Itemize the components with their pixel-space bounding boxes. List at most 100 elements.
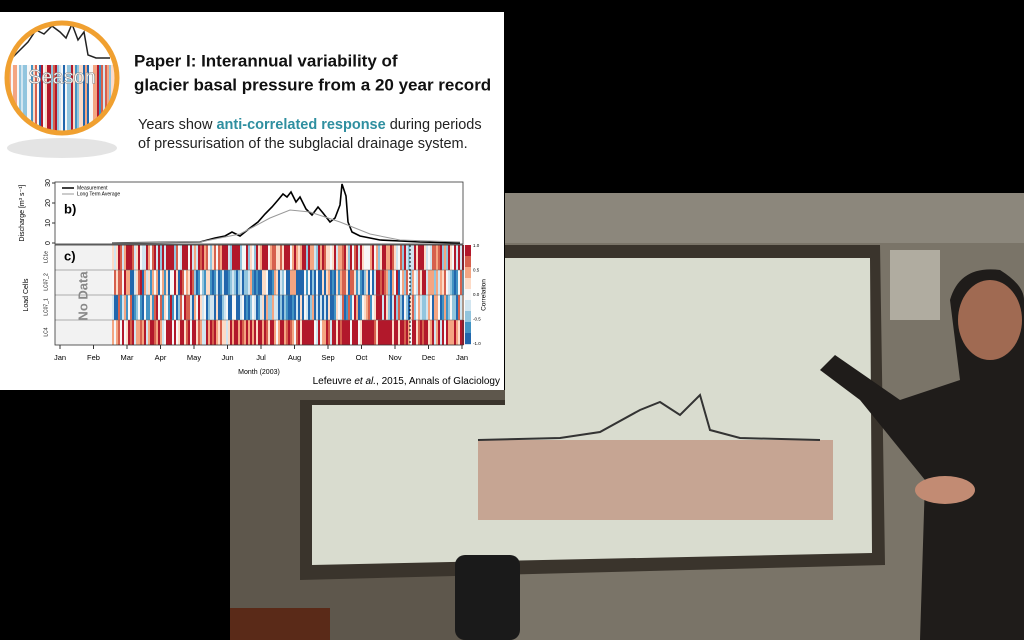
heatmap-cell [400, 245, 403, 270]
heatmap-cell [434, 295, 437, 320]
heatmap-cell [258, 270, 261, 295]
heatmap-cell [264, 320, 267, 345]
heatmap-cell [452, 320, 455, 345]
heatmap-cell [126, 245, 129, 270]
heatmap-cell [432, 295, 435, 320]
heatmap-cell [314, 245, 317, 270]
heatmap-cell [376, 270, 379, 295]
heatmap-cell [198, 270, 201, 295]
heatmap-cell [310, 245, 313, 270]
heatmap-cell [436, 270, 439, 295]
heatmap-cell [372, 245, 375, 270]
heatmap-cell [266, 295, 269, 320]
heatmap-cell [290, 245, 293, 270]
heatmap-cell [368, 270, 371, 295]
heatmap-cell [458, 245, 461, 270]
badge-stripe [15, 25, 18, 131]
heatmap-cell [204, 320, 207, 345]
heatmap-cell [384, 270, 387, 295]
heatmap-cell [218, 320, 221, 345]
heatmap-cell [174, 320, 177, 345]
heatmap-cell [166, 320, 169, 345]
badge-stripe [63, 25, 66, 131]
heatmap-cell [228, 245, 231, 270]
heatmap-cell [242, 320, 245, 345]
heatmap-cell [214, 320, 217, 345]
legend-label: Measurement [77, 185, 108, 191]
heatmap-cell [124, 320, 127, 345]
panel-label: c) [64, 248, 76, 263]
heatmap-cell [366, 295, 369, 320]
heatmap-cell [296, 270, 299, 295]
heatmap-cell [432, 245, 435, 270]
heatmap-cell [252, 295, 255, 320]
heatmap-cell [278, 245, 281, 270]
heatmap-cell [160, 320, 163, 345]
heatmap-cell [304, 245, 307, 270]
heatmap-cell [292, 270, 295, 295]
heatmap-cell [214, 295, 217, 320]
heatmap-cell [384, 320, 387, 345]
measurement-line [111, 183, 461, 244]
colorbar-cell [465, 278, 471, 290]
heatmap-cell [372, 295, 375, 320]
heatmap-cell [134, 270, 137, 295]
heatmap-cell [302, 245, 305, 270]
heatmap-cell [316, 295, 319, 320]
badge-stripe [75, 25, 78, 131]
heatmap-cell [454, 270, 457, 295]
heatmap-cell [278, 320, 281, 345]
heatmap-cell [420, 295, 423, 320]
heatmap-cell [366, 245, 369, 270]
heatmap-cell [234, 270, 237, 295]
heatmap-cell [208, 270, 211, 295]
heatmap-cell [330, 320, 333, 345]
heatmap-cell [196, 320, 199, 345]
heatmap-cell [394, 295, 397, 320]
heatmap-cell [174, 245, 177, 270]
y-tick-label: 20 [45, 199, 52, 207]
heatmap-cell [414, 295, 417, 320]
slide-subtitle: Years show anti-correlated response duri… [138, 117, 482, 133]
heatmap-cell [250, 295, 253, 320]
heatmap-cell [426, 245, 429, 270]
heatmap-cell [380, 320, 383, 345]
heatmap-cell [156, 295, 159, 320]
heatmap-cell [330, 270, 333, 295]
heatmap-cell [378, 270, 381, 295]
heatmap-cell [130, 295, 133, 320]
heatmap-cell [184, 320, 187, 345]
heatmap-cell [250, 320, 253, 345]
heatmap-cell [386, 245, 389, 270]
heatmap-cell [254, 295, 257, 320]
heatmap-cell [120, 320, 123, 345]
heatmap-cell [258, 295, 261, 320]
heatmap-cell [286, 270, 289, 295]
heatmap-cell [226, 270, 229, 295]
heatmap-cell [352, 320, 355, 345]
heatmap-cell [422, 320, 425, 345]
heatmap-cell [172, 245, 175, 270]
heatmap-cell [194, 270, 197, 295]
x-tick-label: Dec [422, 353, 436, 362]
heatmap-cell [264, 295, 267, 320]
heatmap-cell [154, 320, 157, 345]
heatmap-cell [144, 270, 147, 295]
heatmap-cell [340, 245, 343, 270]
heatmap-cell [264, 245, 267, 270]
heatmap-cell [170, 245, 173, 270]
heatmap-cell [400, 320, 403, 345]
x-tick-label: Feb [87, 353, 100, 362]
heatmap-cell [230, 270, 233, 295]
x-tick-label: Jan [456, 353, 468, 362]
heatmap-cell [418, 320, 421, 345]
row-label: LC07_1 [43, 298, 49, 316]
heatmap-cell [232, 245, 235, 270]
heatmap-cell [198, 245, 201, 270]
y-axis-label: Discharge [m³ s⁻¹] [19, 184, 26, 241]
heatmap-cell [456, 270, 459, 295]
heatmap-cell [170, 295, 173, 320]
heatmap-cell [404, 245, 407, 270]
heatmap-cell [408, 320, 411, 345]
heatmap-cell [362, 245, 365, 270]
